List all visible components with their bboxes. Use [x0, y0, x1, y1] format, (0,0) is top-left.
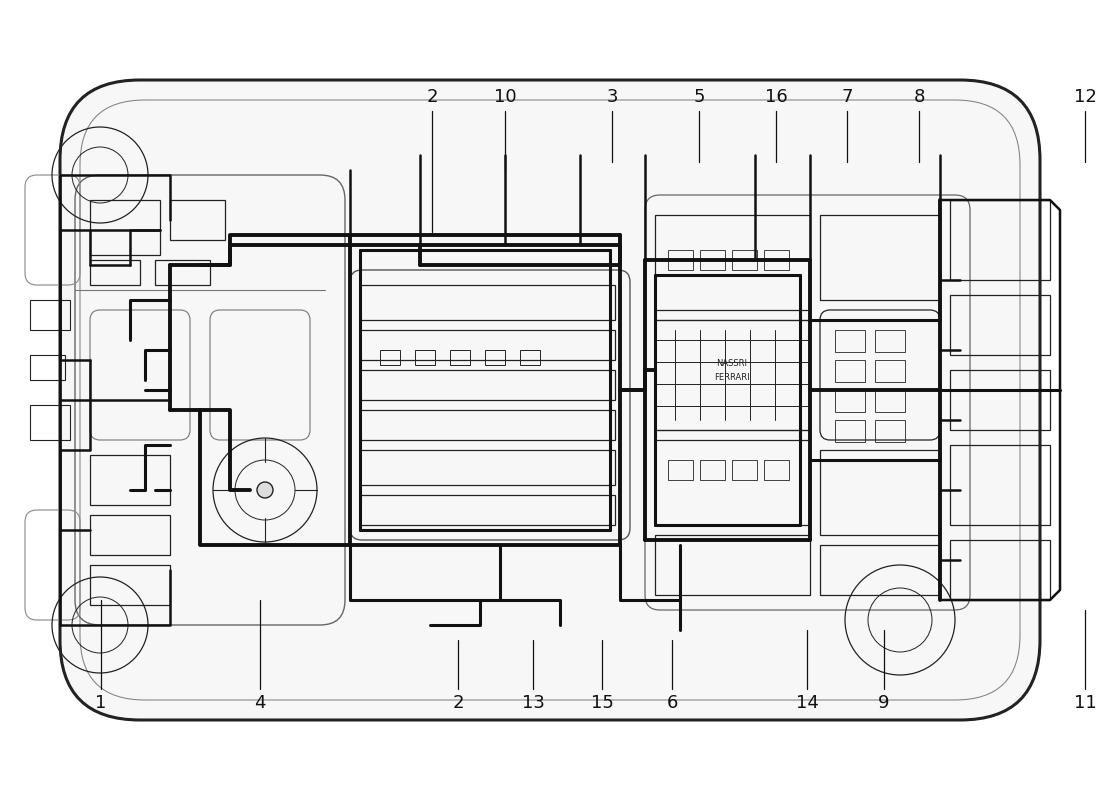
- Text: a passion for parts: a passion for parts: [154, 474, 526, 637]
- Bar: [654, 440, 810, 525]
- Text: 12: 12: [1074, 88, 1097, 106]
- Bar: [874, 390, 905, 412]
- Bar: [874, 330, 905, 352]
- Bar: [874, 420, 905, 442]
- Bar: [360, 370, 615, 400]
- Text: 5: 5: [693, 88, 705, 106]
- Bar: [700, 250, 725, 270]
- Text: 10: 10: [494, 88, 516, 106]
- Bar: [732, 460, 757, 480]
- Bar: [379, 350, 400, 365]
- Bar: [764, 460, 789, 480]
- Bar: [820, 545, 940, 595]
- Bar: [30, 355, 65, 380]
- Bar: [950, 370, 1050, 430]
- Bar: [654, 215, 810, 310]
- Bar: [700, 460, 725, 480]
- Bar: [668, 250, 693, 270]
- Bar: [450, 350, 470, 365]
- Text: >>: >>: [837, 146, 902, 184]
- Text: 14: 14: [795, 694, 818, 712]
- Bar: [360, 410, 615, 440]
- Bar: [654, 320, 810, 430]
- Bar: [835, 390, 865, 412]
- Bar: [30, 300, 70, 330]
- Text: 7: 7: [842, 88, 852, 106]
- Bar: [732, 250, 757, 270]
- Bar: [950, 540, 1050, 600]
- Text: 11: 11: [1074, 694, 1097, 712]
- Bar: [90, 565, 170, 605]
- Text: 15: 15: [591, 694, 614, 712]
- Bar: [485, 350, 505, 365]
- Text: 6: 6: [667, 694, 678, 712]
- Bar: [820, 450, 940, 535]
- Bar: [764, 250, 789, 270]
- Text: 4: 4: [254, 694, 266, 712]
- Bar: [950, 295, 1050, 355]
- Text: 1: 1: [96, 694, 107, 712]
- Text: 13: 13: [521, 694, 544, 712]
- Text: 9: 9: [878, 694, 890, 712]
- Bar: [820, 215, 940, 300]
- Bar: [835, 420, 865, 442]
- Bar: [950, 445, 1050, 525]
- Text: 2: 2: [452, 694, 464, 712]
- Text: EPC: EPC: [813, 104, 926, 156]
- Bar: [155, 260, 210, 285]
- Bar: [170, 200, 226, 240]
- Text: 3: 3: [606, 88, 618, 106]
- Bar: [90, 260, 140, 285]
- Bar: [835, 360, 865, 382]
- Text: 16: 16: [764, 88, 788, 106]
- Text: 2: 2: [427, 88, 438, 106]
- Bar: [360, 495, 615, 525]
- Bar: [415, 350, 434, 365]
- Text: 8: 8: [913, 88, 925, 106]
- Text: EPC: EPC: [666, 335, 994, 485]
- Bar: [90, 455, 170, 505]
- Bar: [950, 200, 1050, 280]
- Bar: [30, 405, 70, 440]
- Bar: [874, 360, 905, 382]
- Circle shape: [257, 482, 273, 498]
- Bar: [668, 460, 693, 480]
- Bar: [360, 285, 615, 320]
- Bar: [360, 450, 615, 485]
- FancyBboxPatch shape: [60, 80, 1040, 720]
- Bar: [90, 200, 160, 255]
- Text: FERRARI: FERRARI: [714, 374, 750, 382]
- Bar: [360, 330, 615, 360]
- Bar: [520, 350, 540, 365]
- Bar: [654, 535, 810, 595]
- Bar: [90, 515, 170, 555]
- Text: NASSRI: NASSRI: [716, 358, 748, 367]
- Bar: [835, 330, 865, 352]
